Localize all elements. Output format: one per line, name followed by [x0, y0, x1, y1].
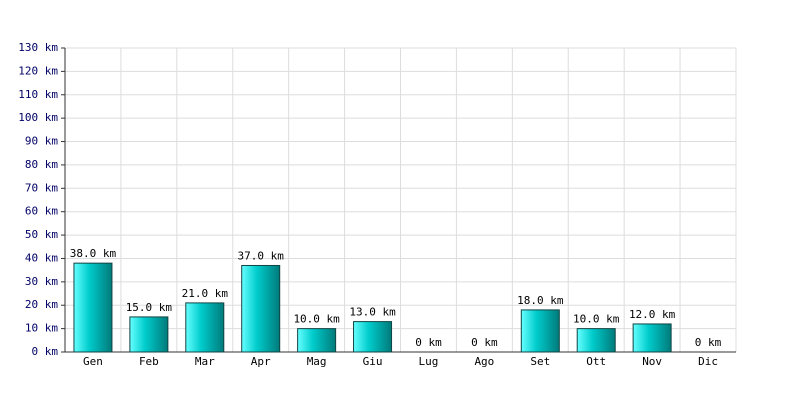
- value-label: 13.0 km: [349, 306, 396, 319]
- y-tick-label: 10 km: [25, 322, 58, 335]
- value-label: 0 km: [471, 336, 498, 349]
- bar: [632, 323, 672, 353]
- x-tick-label: Mar: [195, 355, 215, 368]
- y-tick-label: 70 km: [25, 181, 58, 194]
- x-tick-label: Ago: [474, 355, 494, 368]
- x-tick-label: Lug: [419, 355, 439, 368]
- x-tick-label: Gen: [83, 355, 103, 368]
- y-tick-label: 110 km: [18, 88, 58, 101]
- x-tick-label: Feb: [139, 355, 159, 368]
- bar: [576, 328, 616, 353]
- x-tick-label: Ott: [586, 355, 606, 368]
- y-tick-label: 30 km: [25, 275, 58, 288]
- y-tick-label: 130 km: [18, 41, 58, 54]
- y-tick-label: 90 km: [25, 135, 58, 148]
- bar: [129, 316, 169, 353]
- x-tick-label: Nov: [642, 355, 662, 368]
- x-tick-label: Mag: [307, 355, 327, 368]
- x-tick-label: Apr: [251, 355, 271, 368]
- y-tick-label: 80 km: [25, 158, 58, 171]
- x-tick-label: Giu: [363, 355, 383, 368]
- value-label: 38.0 km: [70, 247, 117, 260]
- x-tick-label: Set: [530, 355, 550, 368]
- value-label: 10.0 km: [293, 313, 340, 326]
- y-tick-label: 60 km: [25, 205, 58, 218]
- value-label: 0 km: [695, 336, 722, 349]
- y-tick-label: 120 km: [18, 64, 58, 77]
- y-tick-label: 100 km: [18, 111, 58, 124]
- value-label: 18.0 km: [517, 294, 564, 307]
- x-tick-label: Dic: [698, 355, 718, 368]
- value-label: 10.0 km: [573, 313, 620, 326]
- value-label: 12.0 km: [629, 308, 676, 321]
- bar: [520, 309, 560, 353]
- value-label: 37.0 km: [238, 249, 285, 262]
- y-tick-label: 40 km: [25, 251, 58, 264]
- y-tick-label: 20 km: [25, 298, 58, 311]
- value-label: 21.0 km: [182, 287, 229, 300]
- y-tick-label: 50 km: [25, 228, 58, 241]
- bar: [297, 328, 337, 353]
- value-label: 15.0 km: [126, 301, 173, 314]
- bar: [73, 262, 113, 353]
- bar: [241, 264, 281, 353]
- value-label: 0 km: [415, 336, 442, 349]
- y-tick-label: 0 km: [32, 345, 59, 358]
- bar: [185, 302, 225, 353]
- bar: [353, 321, 393, 353]
